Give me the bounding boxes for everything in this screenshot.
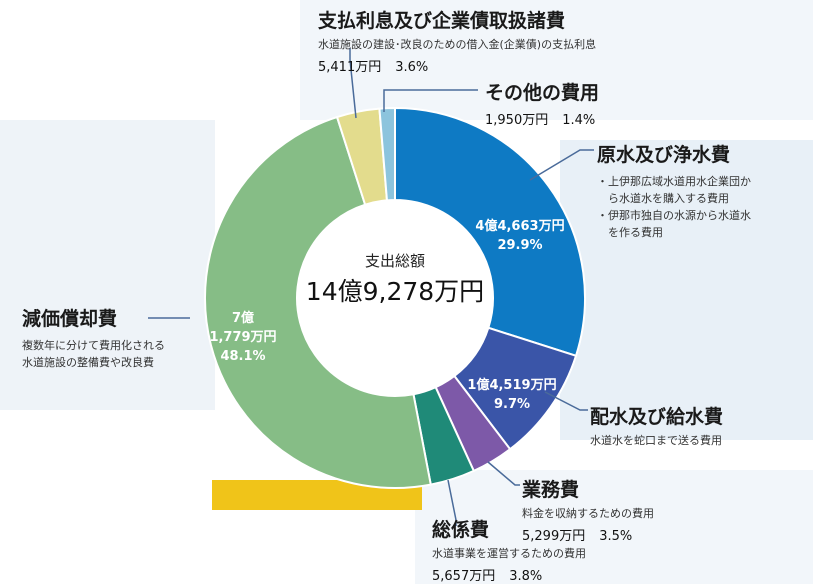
label-genka-desc1: 複数年に分けて費用化される bbox=[22, 339, 165, 352]
label-haisui: 配水及び給水費 水道水を蛇口まで送る費用 bbox=[590, 402, 723, 448]
slice-label-haisui-pct: 9.7% bbox=[494, 397, 530, 412]
label-gyomu-desc: 料金を収納するための費用 bbox=[522, 507, 654, 520]
slice-label-genzui-pct: 29.9% bbox=[497, 238, 542, 253]
label-somu: 総係費 水道事業を運営するための費用 5,657万円 3.8% bbox=[432, 515, 586, 584]
leader-gyomu bbox=[487, 461, 520, 486]
leader-shiharai bbox=[349, 48, 357, 119]
label-gyomu-amount: 5,299万円 bbox=[522, 529, 586, 544]
label-sonota-pct: 1.4% bbox=[562, 113, 596, 128]
label-genzui: 原水及び浄水費 ・上伊那広域水道用水企業団か ら水道水を購入する費用 ・伊那市独… bbox=[597, 140, 751, 241]
label-sonota-title: その他の費用 bbox=[485, 82, 600, 104]
center-total-value: 14億9,278万円 bbox=[306, 277, 484, 306]
leader-sonota bbox=[383, 89, 478, 112]
label-genzui-bullet2b: を作る費用 bbox=[608, 226, 663, 239]
label-shiharai-desc: 水道施設の建設･改良のための借入金(企業債)の支払利息 bbox=[318, 38, 597, 51]
leader-genzui bbox=[529, 149, 594, 181]
label-somu-pct: 3.8% bbox=[509, 569, 543, 584]
label-genzui-bullet2a: ・伊那市独自の水源から水道水 bbox=[597, 209, 751, 222]
bg-panel-right bbox=[560, 140, 813, 440]
bg-panel-left bbox=[0, 120, 215, 410]
bg-panel-bottom bbox=[415, 470, 813, 584]
label-shiharai: 支払利息及び企業債取扱諸費 水道施設の建設･改良のための借入金(企業債)の支払利… bbox=[318, 6, 596, 75]
label-gyomu-pct: 3.5% bbox=[599, 529, 633, 544]
label-genzui-title: 原水及び浄水費 bbox=[597, 144, 731, 166]
slice-label-genka-line2: 1,779万円 bbox=[209, 330, 276, 345]
label-gyomu-title: 業務費 bbox=[522, 479, 580, 501]
label-genzui-bullet1a: ・上伊那広域水道用水企業団か bbox=[597, 175, 751, 188]
bg-panel-top bbox=[300, 0, 813, 120]
label-sonota: その他の費用 1,950万円 1.4% bbox=[485, 78, 609, 128]
label-haisui-desc: 水道水を蛇口まで送る費用 bbox=[590, 434, 722, 447]
label-gyomu: 業務費 料金を収納するための費用 5,299万円 3.5% bbox=[522, 475, 654, 544]
label-somu-desc: 水道事業を運営するための費用 bbox=[432, 547, 586, 560]
leader-somu bbox=[447, 479, 457, 526]
label-somu-title: 総係費 bbox=[432, 519, 490, 541]
slice-label-genzui-amount: 4億4,663万円 bbox=[475, 218, 564, 234]
slice-label-haisui-amount: 1億4,519万円 bbox=[467, 377, 556, 393]
label-genka: 減価償却費 複数年に分けて費用化される 水道施設の整備費や改良費 bbox=[22, 304, 165, 371]
slice-label-genka-pct: 48.1% bbox=[220, 349, 265, 364]
label-shiharai-title: 支払利息及び企業債取扱諸費 bbox=[318, 10, 566, 32]
label-genzui-bullet1b: ら水道水を購入する費用 bbox=[608, 192, 729, 205]
label-sonota-amount: 1,950万円 bbox=[485, 113, 549, 128]
label-shiharai-pct: 3.6% bbox=[395, 60, 429, 75]
label-genka-desc2: 水道施設の整備費や改良費 bbox=[22, 356, 154, 369]
label-haisui-title: 配水及び給水費 bbox=[590, 406, 724, 428]
label-genka-title: 減価償却費 bbox=[22, 308, 118, 330]
center-total-label: 支出総額 bbox=[365, 252, 425, 270]
label-shiharai-amount: 5,411万円 bbox=[318, 60, 382, 75]
donut-hole bbox=[297, 200, 493, 396]
slice-label-genka-line1: 7億 bbox=[232, 310, 254, 326]
label-somu-amount: 5,657万円 bbox=[432, 569, 496, 584]
leader-haisui bbox=[544, 391, 588, 411]
